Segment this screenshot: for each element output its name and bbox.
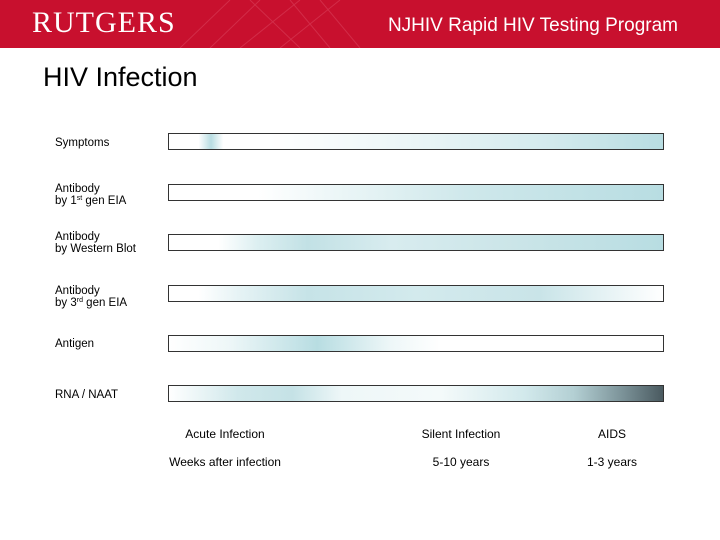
row-label-line1: Symptoms	[55, 137, 110, 149]
row-label-antibody-1st-gen: Antibody by 1st gen EIA	[55, 183, 126, 207]
rutgers-logo: RUTGERS	[32, 6, 176, 39]
phase-label-silent: Silent Infection	[421, 427, 501, 441]
phase-duration-silent: 5-10 years	[432, 455, 490, 469]
row-label-antibody-western-blot: Antibody by Western Blot	[55, 231, 136, 255]
timeline-bar-symptoms	[168, 133, 664, 150]
row-label-line1: Antibody	[55, 285, 100, 297]
slide-title: HIV Infection	[43, 62, 198, 92]
timeline-bar-rna-naat	[168, 385, 664, 402]
row-label-line2-suffix: gen EIA	[82, 195, 127, 207]
timeline-bar-antibody-western-blot	[168, 234, 664, 251]
banner-pattern	[179, 0, 361, 48]
row-label-symptoms: Symptoms	[55, 137, 109, 149]
row-label-antibody-3rd-gen: Antibody by 3rd gen EIA	[55, 285, 127, 309]
phase-duration-aids: 1-3 years	[586, 455, 638, 469]
phase-label-aids: AIDS	[597, 427, 627, 441]
row-label-antigen: Antigen	[55, 338, 94, 350]
timeline-bar-antigen	[168, 335, 664, 352]
row-label-line2: by 1	[55, 195, 77, 207]
timeline-bar-antibody-3rd-gen	[168, 285, 664, 302]
timeline-bar-antibody-1st-gen	[168, 184, 664, 201]
row-label-rna-naat: RNA / NAAT	[55, 389, 118, 401]
row-label-line1: Antibody	[55, 231, 100, 243]
phase-duration-acute: Weeks after infection	[169, 455, 281, 469]
phase-label-acute: Acute Infection	[185, 427, 265, 441]
row-label-line2-suffix: gen EIA	[82, 297, 128, 309]
program-title: NJHIV Rapid HIV Testing Program	[387, 15, 678, 36]
header-banner: RUTGERS NJHIV Rapid HIV Testing Program	[0, 0, 720, 48]
row-label-line1: Antibody	[55, 183, 100, 195]
row-label-line2: by 3	[55, 297, 77, 309]
row-label-sup: rd	[76, 297, 83, 304]
row-label-line1: RNA / NAAT	[55, 389, 119, 401]
row-label-sup: st	[76, 195, 83, 202]
row-label-line1: Antigen	[55, 338, 95, 350]
row-label-line2: by Western Blot	[55, 243, 136, 255]
